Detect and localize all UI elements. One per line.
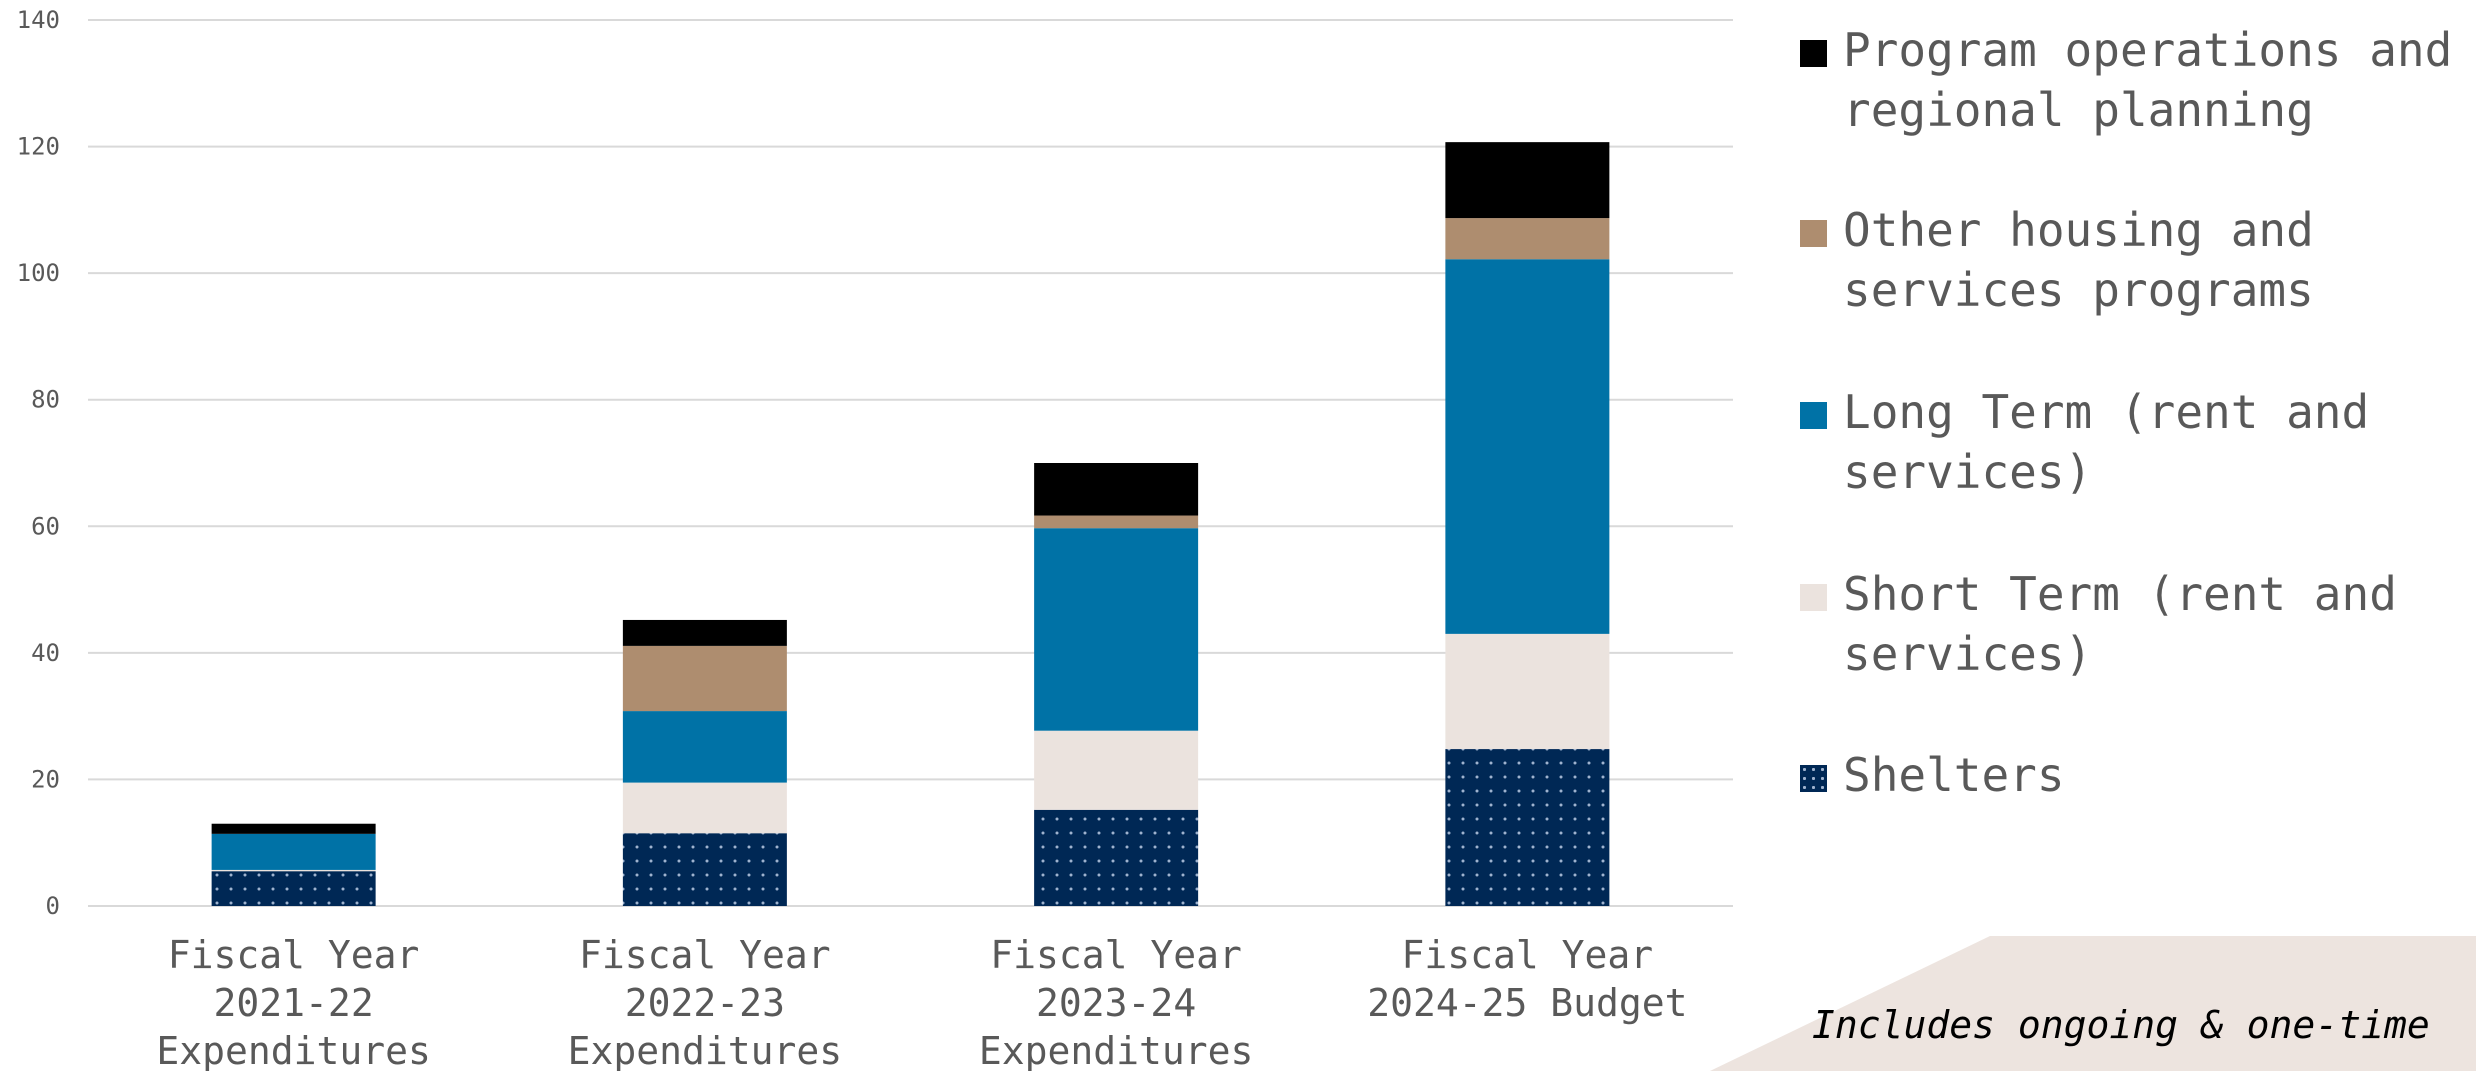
legend-label-program-operations: Program operations and regional planning <box>1843 23 2453 137</box>
bar-segment-shelters <box>622 833 787 906</box>
x-tick-label: 2022-23 <box>625 981 785 1025</box>
bar-segment-shelters <box>211 871 376 906</box>
bar-segment-long-term <box>211 833 376 870</box>
y-tick-label: 60 <box>31 512 60 540</box>
bar-segment-shelters <box>1034 809 1199 906</box>
legend-swatch-shelters <box>1800 765 1827 792</box>
note-text: Includes ongoing & one-time <box>1812 1003 2430 1047</box>
legend-label-other-housing: Other housing and services programs <box>1843 203 2342 317</box>
x-tick-label: Fiscal Year <box>1402 933 1654 977</box>
legend-label-short-term: Short Term (rent and services) <box>1843 567 2425 681</box>
bar-segment-long-term <box>622 711 787 783</box>
x-tick-label: 2021-22 <box>214 981 374 1025</box>
legend-swatch-other-housing <box>1800 220 1827 247</box>
y-tick-label: 120 <box>17 133 60 161</box>
y-tick-label: 100 <box>17 259 60 287</box>
y-tick-label: 80 <box>31 386 60 414</box>
bar-segment-shelters <box>1445 749 1610 906</box>
x-tick-label: Expenditures <box>156 1029 431 1071</box>
x-tick-label: 2024-25 Budget <box>1367 981 1687 1025</box>
bar-segment-program-operations <box>1445 142 1610 219</box>
bar-segment-other-housing <box>1034 515 1199 529</box>
legend-item-program-operations: Program operations and regional planning <box>1800 20 2463 140</box>
legend-swatch-short-term <box>1800 584 1827 611</box>
y-tick-label: 20 <box>31 765 60 793</box>
x-tick-label: Fiscal Year <box>990 933 1242 977</box>
x-tick-label: Fiscal Year <box>579 933 831 977</box>
legend-swatch-program-operations <box>1800 40 1827 67</box>
bar-segment-short-term <box>1034 730 1199 810</box>
bar-segment-program-operations <box>211 823 376 834</box>
legend-label-shelters: Shelters <box>1843 748 2065 802</box>
y-tick-label: 0 <box>46 892 60 920</box>
legend-item-shelters: Shelters <box>1800 745 2463 805</box>
y-tick-label: 40 <box>31 639 60 667</box>
bar-segment-short-term <box>211 869 376 872</box>
x-tick-label: Expenditures <box>568 1029 843 1071</box>
legend-swatch-long-term <box>1800 402 1827 429</box>
legend-item-short-term: Short Term (rent and services) <box>1800 564 2463 684</box>
legend-label-long-term: Long Term (rent and services) <box>1843 385 2397 499</box>
bar-segment-short-term <box>1445 633 1610 750</box>
bar-segment-program-operations <box>1034 463 1199 516</box>
bar-segment-short-term <box>622 782 787 834</box>
x-tick-label: 2023-24 <box>1036 981 1196 1025</box>
x-tick-label: Fiscal Year <box>168 933 420 977</box>
legend-item-long-term: Long Term (rent and services) <box>1800 382 2463 502</box>
bar-segment-long-term <box>1034 528 1199 731</box>
y-tick-label: 140 <box>17 6 60 34</box>
bar-segment-long-term <box>1445 259 1610 634</box>
bar-segment-other-housing <box>622 645 787 712</box>
bar-segment-program-operations <box>622 619 787 646</box>
bar-segment-other-housing <box>1445 218 1610 260</box>
x-tick-label: Expenditures <box>979 1029 1254 1071</box>
legend-item-other-housing: Other housing and services programs <box>1800 200 2463 320</box>
